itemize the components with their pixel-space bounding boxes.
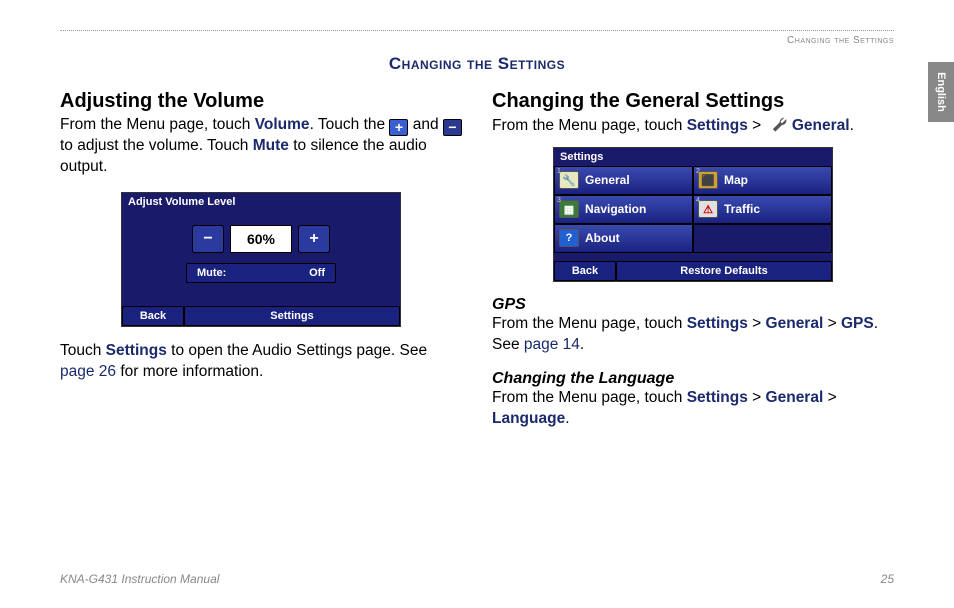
cell-general[interactable]: 1🔧General [554,166,693,195]
empty-cell [693,224,832,253]
link-page-14[interactable]: page 14 [524,336,580,353]
minus-icon: − [443,119,462,136]
footer-manual-name: KNA-G431 Instruction Manual [60,572,219,586]
plus-icon: + [389,119,408,136]
wrench-icon: 🔧 [559,171,579,189]
heading-general-settings: Changing the General Settings [492,90,894,113]
kw-settings: Settings [106,342,167,359]
mute-label: Mute: [197,267,226,279]
wrench-icon [766,115,788,135]
settings-grid: 1🔧General 2⬛Map 3▦Navigation 4⚠Traffic ?… [554,166,832,253]
volume-screenshot: Adjust Volume Level − 60% + Mute: Off Ba… [121,192,401,327]
footer-page-number: 25 [881,572,894,586]
nav-icon: ▦ [559,200,579,218]
general-paragraph: From the Menu page, touch Settings > Gen… [492,115,894,137]
volume-up-button[interactable]: + [298,225,330,253]
subheading-gps: GPS [492,296,894,314]
kw-volume: Volume [255,116,310,133]
settings-screenshot: Settings 1🔧General 2⬛Map 3▦Navigation 4⚠… [553,147,833,282]
cell-traffic[interactable]: 4⚠Traffic [693,195,832,224]
kw-mute: Mute [253,137,289,154]
cell-about[interactable]: ?About [554,224,693,253]
link-page-26[interactable]: page 26 [60,363,116,380]
left-column: Adjusting the Volume From the Menu page,… [60,90,462,430]
volume-down-button[interactable]: − [192,225,224,253]
help-icon: ? [559,229,579,247]
back-button[interactable]: Back [122,306,184,326]
right-column: Changing the General Settings From the M… [492,90,894,430]
volume-paragraph-2: Touch Settings to open the Audio Setting… [60,341,462,383]
gps-paragraph: From the Menu page, touch Settings > Gen… [492,314,894,356]
running-header: Changing the Settings [60,35,894,46]
cell-map[interactable]: 2⬛Map [693,166,832,195]
language-paragraph: From the Menu page, touch Settings > Gen… [492,388,894,430]
back-button[interactable]: Back [554,261,616,281]
map-icon: ⬛ [698,171,718,189]
mute-toggle[interactable]: Mute: Off [186,263,336,283]
volume-display: 60% [230,225,292,253]
page-title: Changing the Settings [60,54,894,74]
subheading-language: Changing the Language [492,370,894,388]
settings-button[interactable]: Settings [184,306,400,326]
ss-set-title: Settings [554,148,832,166]
cell-navigation[interactable]: 3▦Navigation [554,195,693,224]
heading-adjust-volume: Adjusting the Volume [60,90,462,113]
restore-defaults-button[interactable]: Restore Defaults [616,261,832,281]
warning-icon: ⚠ [698,200,718,218]
mute-state: Off [309,267,325,279]
volume-paragraph-1: From the Menu page, touch Volume. Touch … [60,115,462,178]
ss-title: Adjust Volume Level [122,193,400,211]
